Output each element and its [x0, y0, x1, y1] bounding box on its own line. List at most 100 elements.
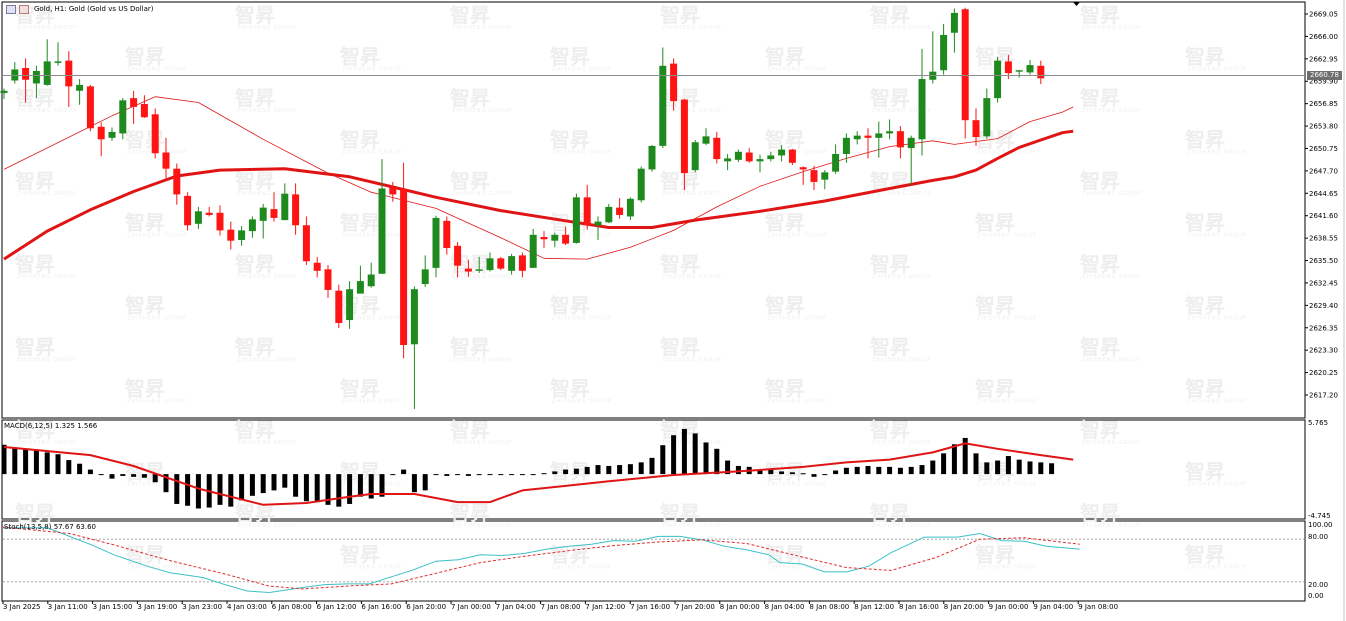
- candle: [367, 262, 375, 288]
- shift-marker-icon[interactable]: [1073, 2, 1080, 6]
- macd-axis-top: 5.765: [1308, 419, 1328, 427]
- watermark-logo: 智昇: [235, 335, 275, 359]
- watermark-subtext: ZHISHENG GROUP: [452, 191, 512, 197]
- watermark-subtext: ZHISHENG GROUP: [17, 357, 77, 363]
- watermark-subtext: ZHISHENG GROUP: [17, 108, 77, 114]
- watermark-subtext: ZHISHENG GROUP: [662, 440, 722, 446]
- candle: [410, 286, 418, 409]
- candle-body: [659, 65, 667, 146]
- watermark-subtext: ZHISHENG GROUP: [552, 565, 612, 571]
- watermark-logo: 智昇: [340, 211, 380, 235]
- watermark-logo: 智昇: [1080, 86, 1120, 110]
- candle-body: [497, 258, 505, 269]
- candle-body: [605, 206, 613, 223]
- macd-histogram-bar: [714, 448, 720, 475]
- watermark-subtext: ZHISHENG GROUP: [452, 440, 512, 446]
- watermark-logo: 智昇: [450, 335, 490, 359]
- candle: [626, 197, 634, 221]
- candle: [464, 259, 472, 277]
- price-axis-label: 2617.20: [1309, 392, 1338, 400]
- macd-histogram-bar: [941, 453, 947, 475]
- candle: [227, 221, 235, 250]
- macd-histogram-bar: [33, 450, 39, 475]
- macd-histogram-bar: [476, 474, 482, 476]
- candle-body: [810, 170, 818, 182]
- macd-histogram-bar: [617, 465, 623, 475]
- candle: [194, 206, 202, 229]
- time-axis-label: 8 Jan 20:00: [944, 603, 984, 611]
- candle: [691, 140, 699, 173]
- macd-histogram-bar: [282, 474, 288, 488]
- macd-histogram-bar: [530, 474, 536, 476]
- candle: [1037, 60, 1045, 85]
- watermark-subtext: ZHISHENG GROUP: [127, 67, 187, 73]
- candle-body: [54, 61, 62, 63]
- macd-histogram-bar: [735, 465, 741, 475]
- macd-histogram-bar: [185, 474, 191, 506]
- time-axis-label: 3 Jan 2025: [3, 603, 41, 611]
- watermark-logo: 智昇: [765, 211, 805, 235]
- macd-histogram-bar: [239, 474, 245, 501]
- candle-body: [616, 207, 624, 215]
- macd-histogram-bar: [293, 474, 299, 497]
- chart-grid-icon[interactable]: [6, 5, 16, 14]
- macd-histogram-bar: [249, 474, 255, 496]
- watermark-subtext: ZHISHENG GROUP: [452, 25, 512, 31]
- watermark-subtext: ZHISHENG GROUP: [977, 399, 1037, 405]
- candle-body: [670, 63, 678, 102]
- candle-body: [238, 230, 246, 240]
- macd-histogram-bar: [109, 474, 115, 479]
- candle: [983, 88, 991, 139]
- candle: [680, 98, 688, 190]
- candle-body: [1004, 61, 1012, 74]
- candle: [140, 95, 148, 118]
- watermark-logo: 智昇: [975, 128, 1015, 152]
- macd-histogram-bar: [519, 474, 525, 476]
- watermark-logo: 智昇: [450, 86, 490, 110]
- price-axis-label: 2641.60: [1309, 212, 1338, 220]
- macd-histogram-bar: [984, 462, 990, 475]
- candles[interactable]: [0, 7, 1045, 409]
- time-axis-label: 3 Jan 19:00: [137, 603, 177, 611]
- macd-histogram-bar: [55, 454, 61, 475]
- watermark-subtext: ZHISHENG GROUP: [342, 233, 402, 239]
- chart-check-icon[interactable]: [19, 5, 29, 14]
- candle: [454, 242, 462, 278]
- macd-histogram-bar: [887, 466, 893, 475]
- candle-body: [292, 194, 300, 226]
- watermark-logo: 智昇: [1080, 418, 1120, 442]
- candle: [713, 131, 721, 164]
- candle-body: [864, 135, 872, 138]
- candle-body: [788, 149, 796, 163]
- macd-histogram-bar: [66, 460, 72, 475]
- candle: [788, 148, 796, 166]
- watermark-logo: 智昇: [975, 211, 1015, 235]
- watermark-logo: 智昇: [870, 86, 910, 110]
- price-axis-label: 2647.70: [1309, 167, 1338, 175]
- price-axis: 2669.05 2666.00 2662.95 2659.90 2656.85 2653.…: [1305, 11, 1338, 400]
- watermark-subtext: ZHISHENG GROUP: [662, 191, 722, 197]
- watermark-subtext: ZHISHENG GROUP: [872, 440, 932, 446]
- candle-body: [702, 136, 710, 144]
- watermark-subtext: ZHISHENG GROUP: [127, 565, 187, 571]
- macd-histogram-bar: [141, 474, 147, 478]
- macd-histogram-bar: [131, 474, 137, 477]
- candle: [918, 48, 926, 156]
- macd-histogram-bar: [465, 474, 471, 476]
- macd-histogram-bar: [1, 444, 7, 475]
- price-axis-label: 2638.55: [1309, 235, 1338, 243]
- macd-histogram-bar: [422, 474, 428, 491]
- watermark-subtext: ZHISHENG GROUP: [237, 25, 297, 31]
- price-axis-label: 2656.85: [1309, 100, 1338, 108]
- watermark-subtext: ZHISHENG GROUP: [1187, 150, 1247, 156]
- candle: [648, 145, 656, 172]
- candle-body: [896, 131, 904, 148]
- time-axis-label: 3 Jan 11:00: [48, 603, 88, 611]
- watermark-subtext: ZHISHENG GROUP: [237, 523, 297, 529]
- price-axis-label: 2669.05: [1309, 11, 1338, 19]
- candle: [216, 205, 224, 236]
- watermark-subtext: ZHISHENG GROUP: [342, 565, 402, 571]
- watermark-subtext: ZHISHENG GROUP: [552, 67, 612, 73]
- candle: [961, 7, 969, 139]
